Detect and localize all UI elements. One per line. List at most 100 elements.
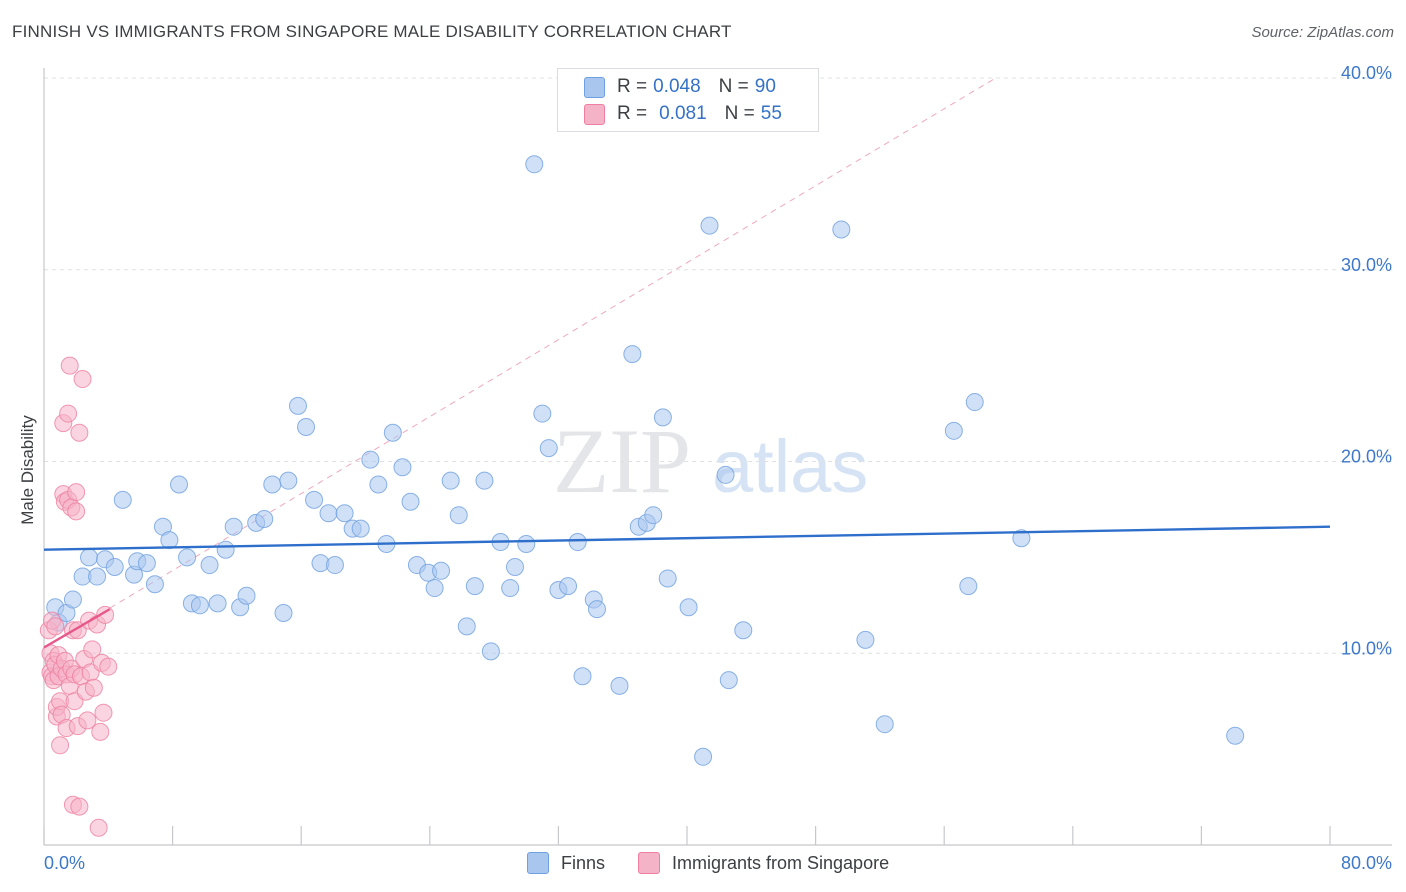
- y-axis-title-wrap: Male Disability: [16, 400, 40, 540]
- data-point: [113, 490, 132, 509]
- data-point: [59, 404, 78, 423]
- data-point: [63, 590, 82, 609]
- data-point: [60, 356, 79, 375]
- n-label: N =: [718, 76, 749, 97]
- data-point: [1012, 529, 1031, 548]
- x-tick-label: 80.0%: [1341, 853, 1392, 873]
- data-point: [88, 567, 107, 586]
- data-point: [679, 598, 698, 617]
- data-point: [297, 417, 316, 436]
- singapore-swatch: [584, 103, 605, 125]
- data-point: [361, 450, 380, 469]
- data-point: [99, 657, 118, 676]
- data-point: [351, 519, 370, 538]
- data-point: [178, 548, 197, 567]
- data-point: [700, 216, 719, 235]
- data-point: [200, 556, 219, 575]
- finns-swatch: [584, 76, 605, 98]
- data-point: [83, 640, 102, 659]
- data-point: [78, 711, 97, 730]
- trend-line-singapore: [43, 608, 111, 649]
- data-point: [288, 396, 307, 415]
- data-point: [610, 676, 629, 695]
- data-point: [734, 621, 753, 640]
- data-point: [160, 531, 179, 550]
- data-point: [644, 506, 663, 525]
- watermark-atlas: atlas: [712, 425, 868, 508]
- data-point: [208, 594, 227, 613]
- data-point: [501, 579, 520, 598]
- data-point: [335, 504, 354, 523]
- data-point: [67, 483, 86, 502]
- tick-labels: 10.0% 20.0% 30.0% 40.0% 0.0% 80.0%: [44, 63, 1392, 873]
- source-label: Source: ZipAtlas.com: [1251, 24, 1394, 41]
- data-point: [73, 370, 92, 389]
- series-singapore: [39, 356, 118, 837]
- data-point: [393, 458, 412, 477]
- data-point: [383, 423, 402, 442]
- data-point: [832, 220, 851, 239]
- data-point: [959, 577, 978, 596]
- x-tick-label: 0.0%: [44, 853, 85, 873]
- trend-line-finns: [43, 525, 1331, 551]
- data-point: [319, 504, 338, 523]
- data-point: [70, 423, 89, 442]
- data-point: [694, 747, 713, 766]
- data-point: [525, 155, 544, 174]
- legend-item-finns: Finns: [527, 852, 605, 874]
- data-point: [84, 678, 103, 697]
- data-point: [432, 561, 451, 580]
- data-point: [505, 557, 524, 576]
- data-point: [587, 600, 606, 619]
- data-point: [449, 506, 468, 525]
- chart-title: FINNISH VS IMMIGRANTS FROM SINGAPORE MAL…: [12, 22, 732, 41]
- finns-legend-swatch: [527, 852, 549, 874]
- data-points: [39, 155, 1245, 837]
- data-point: [517, 534, 536, 553]
- data-point: [67, 502, 86, 521]
- r-label: R =: [617, 103, 648, 124]
- data-point: [369, 475, 388, 494]
- data-point: [137, 554, 156, 573]
- stats-legend-row-singapore: R = 0.081 N = 55: [584, 103, 782, 125]
- grid: [44, 77, 1392, 654]
- y-tick-label: 30.0%: [1341, 255, 1392, 275]
- data-point: [623, 345, 642, 364]
- y-tick-label: 20.0%: [1341, 447, 1392, 467]
- data-point: [533, 404, 552, 423]
- data-point: [263, 475, 282, 494]
- r-value: 0.081: [659, 103, 707, 124]
- data-point: [70, 797, 89, 816]
- legend-label-finns: Finns: [561, 852, 606, 873]
- data-point: [105, 557, 124, 576]
- data-point: [170, 475, 189, 494]
- data-point: [305, 490, 324, 509]
- data-point: [145, 575, 164, 594]
- data-point: [325, 556, 344, 575]
- data-point: [80, 548, 99, 567]
- data-point: [425, 579, 444, 598]
- data-point: [89, 818, 108, 837]
- data-point: [481, 642, 500, 661]
- data-point: [573, 667, 592, 686]
- y-tick-label: 10.0%: [1341, 638, 1392, 658]
- data-point: [875, 715, 894, 734]
- data-point: [457, 617, 476, 636]
- data-point: [465, 577, 484, 596]
- data-point: [475, 471, 494, 490]
- data-point: [224, 517, 243, 536]
- data-point: [719, 671, 738, 690]
- data-point: [46, 617, 65, 636]
- data-point: [237, 586, 256, 605]
- reference-dashed-line: [43, 77, 996, 648]
- data-point: [51, 736, 70, 755]
- r-value: 0.048: [653, 76, 701, 97]
- data-point: [216, 540, 235, 559]
- y-tick-label: 40.0%: [1341, 63, 1392, 83]
- data-point: [255, 510, 274, 529]
- n-label: N =: [724, 103, 755, 124]
- data-point: [1226, 726, 1245, 745]
- data-point: [658, 569, 677, 588]
- data-point: [190, 596, 209, 615]
